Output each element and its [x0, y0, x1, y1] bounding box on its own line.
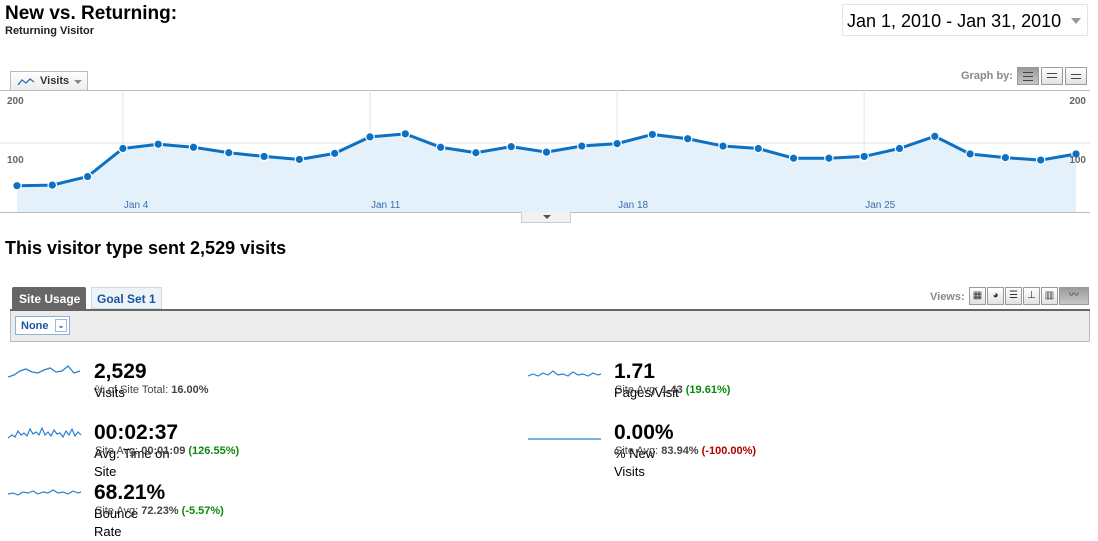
tab-goal-set-1[interactable]: Goal Set 1: [91, 287, 162, 309]
data-point[interactable]: [224, 147, 234, 158]
data-point[interactable]: [965, 149, 975, 159]
graph-by-label: Graph by:: [961, 70, 1013, 82]
data-point[interactable]: [471, 147, 481, 158]
sparkline-icon: [528, 438, 601, 440]
metric-sub-value: 83.94%: [661, 445, 699, 457]
chart-top-border: [0, 90, 1090, 91]
data-point[interactable]: [718, 141, 728, 151]
sparkline-icon: [528, 370, 602, 377]
data-point[interactable]: [894, 143, 905, 154]
metric-value: 2,529: [94, 360, 147, 383]
data-point[interactable]: [753, 143, 764, 154]
tab-site-usage[interactable]: Site Usage: [12, 287, 86, 310]
metric-change: (19.61%): [685, 384, 731, 396]
x-axis-tick-label: Jan 4: [124, 200, 149, 211]
table-view-icon[interactable]: ▦: [969, 287, 986, 305]
metric-change: (126.55%): [188, 445, 240, 457]
month-view-icon[interactable]: [1065, 67, 1087, 85]
data-point[interactable]: [47, 180, 58, 190]
metric-change: (-5.57%): [181, 505, 224, 517]
metric-sub-value: 1.43: [661, 384, 683, 396]
data-point[interactable]: [929, 131, 940, 142]
metric-change: (-100.00%): [701, 445, 757, 457]
tab-underline: [10, 309, 1090, 311]
data-point[interactable]: [153, 139, 163, 150]
metric-value: 00:02:37: [94, 421, 179, 444]
line-chart-icon: [17, 78, 35, 86]
data-point[interactable]: [329, 148, 340, 159]
data-point[interactable]: [859, 151, 869, 162]
data-point[interactable]: [647, 129, 658, 140]
data-point[interactable]: [682, 133, 693, 144]
pivot-view-icon[interactable]: ▥: [1041, 287, 1058, 305]
metric-value: 1.71: [614, 360, 655, 383]
data-point[interactable]: [365, 132, 375, 142]
metric-sub-label: % of Site Total:: [95, 384, 169, 396]
data-point[interactable]: [259, 151, 269, 162]
data-point[interactable]: [824, 153, 834, 164]
chevron-down-icon: [74, 80, 82, 84]
chevron-down-icon[interactable]: [1071, 18, 1081, 24]
y-axis-label-top-right: 200: [1069, 96, 1086, 107]
sparkline-icon: [8, 426, 82, 439]
metric-selector[interactable]: Visits: [10, 71, 88, 91]
data-point[interactable]: [576, 141, 587, 151]
sparkline-icon: [8, 489, 82, 496]
x-axis-tick-label: Jan 18: [618, 200, 648, 211]
metric-sub-value: 16.00%: [171, 384, 209, 396]
day-view-icon[interactable]: [1017, 67, 1039, 85]
metric-name: Pages/Visit: [614, 385, 679, 400]
chart-area-fill: [17, 133, 1076, 212]
metric-sub-label: Site Avg:: [615, 384, 659, 396]
metric-sub-value: 72.23%: [141, 505, 179, 517]
data-point[interactable]: [612, 138, 622, 149]
data-point[interactable]: [435, 142, 446, 153]
metric-name: % New Visits: [614, 446, 656, 479]
y-axis-label-mid-right: 100: [1069, 155, 1086, 166]
metric-sub-label: Site Avg:: [95, 505, 139, 517]
data-point[interactable]: [788, 153, 799, 164]
metric-selector-label: Visits: [40, 75, 70, 87]
metric-value: 68.21%: [94, 481, 166, 504]
collapse-chart-toggle[interactable]: [521, 212, 571, 223]
bar-view-icon[interactable]: ☰: [1005, 287, 1022, 305]
data-point[interactable]: [12, 180, 22, 191]
data-point[interactable]: [1000, 152, 1011, 163]
metric-value: 0.00%: [614, 421, 674, 444]
segment-select-value: None: [21, 320, 49, 332]
data-point[interactable]: [1035, 155, 1046, 165]
data-point[interactable]: [506, 141, 516, 152]
x-axis-tick-label: Jan 11: [371, 200, 401, 211]
metric-sub-label: Site Avg:: [95, 445, 139, 457]
data-point[interactable]: [188, 142, 199, 153]
data-point[interactable]: [400, 129, 411, 139]
metric-sub-label: Site Avg:: [615, 445, 659, 457]
comparison-view-icon[interactable]: ⊥: [1023, 287, 1040, 305]
y-axis-label-top-left: 200: [7, 96, 24, 107]
data-point[interactable]: [294, 154, 305, 165]
chevron-down-icon: ⌄: [55, 319, 67, 332]
sparkline-icon: [8, 365, 81, 378]
page-subtitle: Returning Visitor: [5, 25, 95, 37]
page-title: New vs. Returning:: [5, 3, 178, 24]
segment-select[interactable]: None ⌄: [15, 316, 70, 335]
y-axis-label-mid-left: 100: [7, 155, 24, 166]
week-view-icon[interactable]: [1041, 67, 1063, 85]
views-label: Views:: [930, 291, 965, 303]
x-axis-tick-label: Jan 25: [865, 200, 895, 211]
data-point[interactable]: [1071, 149, 1081, 159]
date-range-text: Jan 1, 2010 - Jan 31, 2010: [847, 11, 1062, 31]
visits-summary-heading: This visitor type sent 2,529 visits: [5, 238, 287, 258]
data-point[interactable]: [82, 171, 93, 182]
visits-line-chart: 200 100 200 100 Jan 4 Jan 11 Jan 18 Jan 25: [0, 90, 1090, 212]
trend-view-icon[interactable]: 〰: [1059, 287, 1089, 305]
metric-sub-value: 00:01:09: [141, 445, 186, 457]
segment-toolbar: [10, 311, 1090, 342]
data-point[interactable]: [118, 143, 128, 154]
metric-name: Visits: [94, 385, 125, 400]
data-point[interactable]: [541, 147, 552, 157]
pie-view-icon[interactable]: ◕: [987, 287, 1004, 305]
metric-name: Avg. Time on Site: [94, 446, 170, 479]
date-range-picker[interactable]: Jan 1, 2010 - Jan 31, 2010: [842, 4, 1088, 36]
